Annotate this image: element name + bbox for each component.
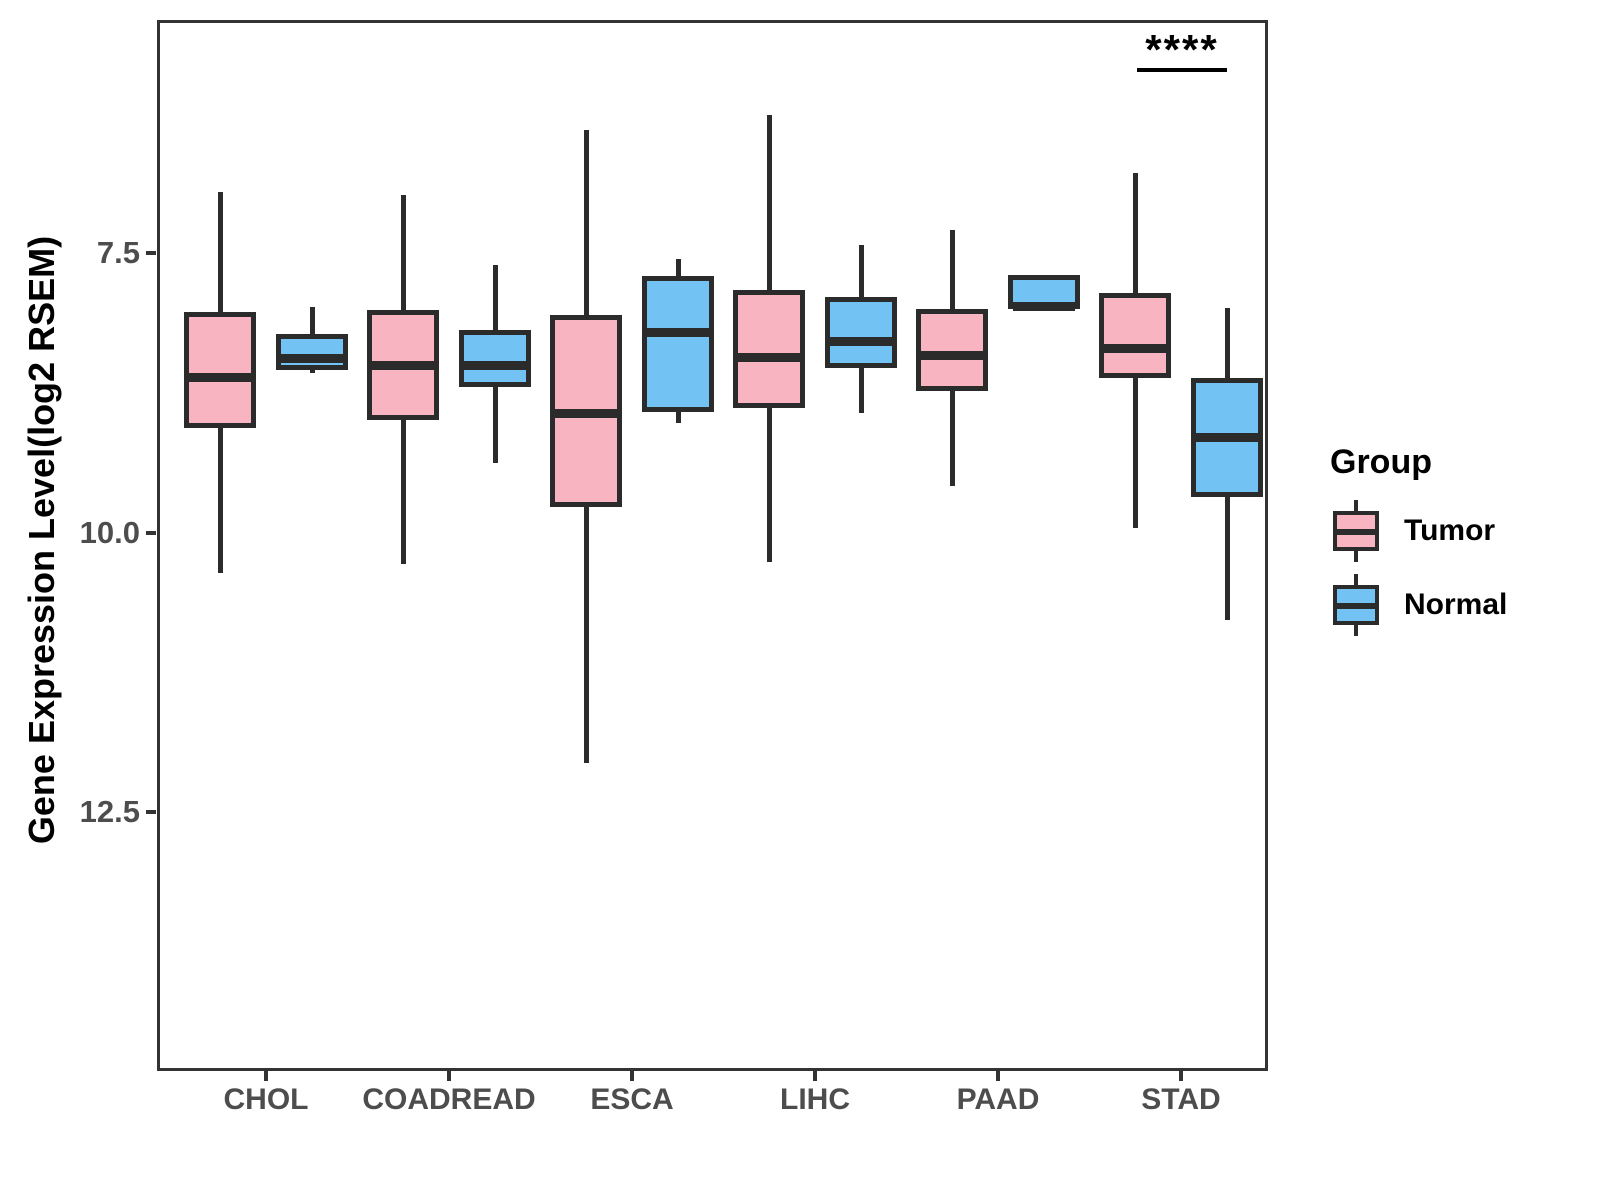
median-normal-lihc	[830, 337, 892, 347]
median-tumor-stad	[1104, 344, 1166, 354]
box-normal-chol	[276, 334, 348, 370]
lower-whisker-tumor-chol	[217, 425, 223, 573]
box-tumor-chol	[184, 311, 256, 428]
lower-whisker-tumor-lihc	[766, 405, 772, 562]
y-tick	[146, 530, 156, 535]
lower-whisker-tumor-paad	[949, 388, 955, 486]
y-tick	[146, 810, 156, 814]
legend-entry-normal: Normal	[1330, 574, 1590, 636]
significance-annotation: ****	[1137, 26, 1227, 73]
lower-whisker-tumor-stad	[1132, 375, 1138, 529]
significance-stars: ****	[1145, 26, 1219, 73]
x-tick	[447, 1071, 451, 1081]
upper-whisker-tumor-lihc	[766, 115, 772, 293]
x-category-label: ESCA	[590, 1083, 674, 1116]
legend: Group Tumor Normal	[1330, 443, 1590, 648]
x-category-label: PAAD	[956, 1083, 1040, 1116]
lower-whisker-normal-esca	[675, 409, 681, 423]
legend-key-upper-whisker	[1354, 574, 1358, 585]
upper-whisker-tumor-coadread	[400, 194, 406, 313]
legend-key-normal-icon	[1330, 574, 1382, 636]
y-tick-label: 7.5	[96, 235, 140, 270]
box-normal-stad	[1191, 377, 1263, 497]
box-normal-lihc	[825, 297, 897, 369]
upper-whisker-tumor-stad	[1132, 172, 1138, 296]
median-tumor-paad	[921, 350, 983, 360]
upper-whisker-normal-esca	[675, 258, 681, 279]
x-category-label: COADREAD	[362, 1083, 536, 1116]
median-tumor-esca	[555, 408, 617, 418]
lower-whisker-tumor-coadread	[400, 417, 406, 564]
lower-whisker-tumor-esca	[583, 504, 589, 763]
plot-panel	[157, 20, 1268, 1071]
median-normal-chol	[281, 354, 343, 364]
upper-whisker-normal-chol	[309, 306, 315, 337]
upper-whisker-normal-coadread	[492, 265, 498, 333]
upper-whisker-normal-lihc	[858, 245, 864, 300]
legend-key-median	[1333, 603, 1379, 609]
legend-label: Normal	[1404, 588, 1508, 621]
median-normal-esca	[647, 328, 709, 338]
upper-whisker-tumor-chol	[217, 191, 223, 315]
x-category-label: LIHC	[780, 1083, 850, 1116]
box-tumor-esca	[550, 315, 622, 508]
median-tumor-lihc	[738, 352, 800, 362]
legend-key-lower-whisker	[1354, 551, 1358, 562]
median-tumor-chol	[189, 373, 251, 383]
x-category-label: CHOL	[223, 1083, 309, 1116]
legend-entry-tumor: Tumor	[1330, 500, 1590, 562]
x-tick	[996, 1071, 1000, 1081]
box-normal-paad	[1008, 275, 1080, 311]
lower-whisker-normal-lihc	[858, 365, 864, 413]
box-normal-coadread	[459, 329, 531, 388]
box-tumor-coadread	[367, 309, 439, 420]
significance-line	[1137, 68, 1227, 72]
box-tumor-paad	[916, 308, 988, 391]
median-tumor-coadread	[372, 360, 434, 370]
box-tumor-lihc	[733, 289, 805, 408]
x-category-label: STAD	[1141, 1083, 1221, 1116]
legend-key-median	[1333, 529, 1379, 535]
legend-key-tumor-icon	[1330, 500, 1382, 562]
lower-whisker-normal-chol	[309, 367, 315, 373]
lower-whisker-normal-stad	[1224, 494, 1230, 620]
y-tick-label: 12.5	[79, 794, 140, 829]
lower-whisker-normal-coadread	[492, 384, 498, 464]
legend-label: Tumor	[1404, 514, 1496, 547]
legend-title: Group	[1330, 443, 1432, 481]
median-normal-stad	[1196, 433, 1258, 443]
x-tick	[1179, 1071, 1183, 1081]
median-normal-paad	[1013, 301, 1075, 311]
upper-whisker-tumor-esca	[583, 130, 589, 318]
median-normal-coadread	[464, 360, 526, 370]
upper-whisker-normal-stad	[1224, 307, 1230, 381]
y-tick-label: 10.0	[79, 514, 140, 550]
y-tick	[146, 251, 156, 255]
legend-key-upper-whisker	[1354, 500, 1358, 511]
box-normal-esca	[642, 276, 714, 412]
x-tick	[813, 1071, 817, 1081]
legend-entries: Tumor Normal	[1330, 500, 1590, 636]
x-tick	[264, 1071, 268, 1081]
x-tick	[630, 1071, 634, 1081]
legend-key-lower-whisker	[1354, 625, 1358, 636]
y-axis-title: Gene Expression Level(log2 RSEM)	[21, 235, 62, 845]
upper-whisker-tumor-paad	[949, 229, 955, 312]
box-tumor-stad	[1099, 292, 1171, 379]
